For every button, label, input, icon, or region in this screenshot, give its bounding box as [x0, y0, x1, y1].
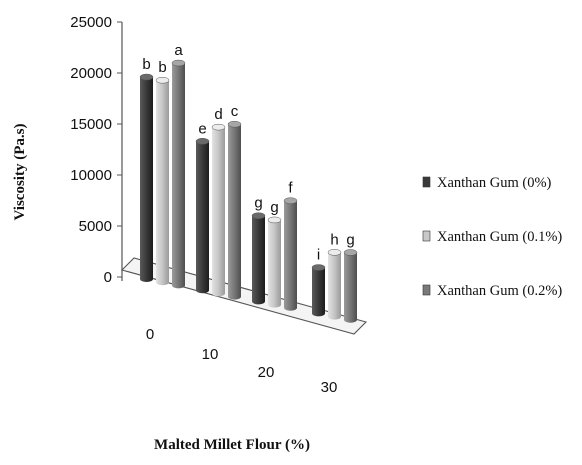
x-category-label: 10	[202, 346, 219, 363]
bar-body	[268, 219, 281, 305]
bar	[195, 138, 210, 294]
significance-letter: g	[270, 199, 278, 216]
bar-top	[211, 123, 226, 131]
bar-bottom	[228, 293, 241, 300]
significance-letter: a	[174, 42, 183, 59]
y-tick-labels: 0 5000 10000 15000 20000 25000	[70, 14, 122, 286]
legend-swatch	[422, 176, 431, 188]
bar-bottom	[212, 290, 225, 297]
bar	[227, 120, 242, 300]
bar-top	[171, 59, 186, 67]
bar-body	[228, 124, 241, 297]
y-tick-label: 0	[104, 269, 112, 286]
bar-top	[343, 249, 358, 256]
significance-letter: e	[198, 120, 206, 137]
bar-top	[251, 212, 266, 219]
bar-top	[283, 197, 298, 204]
x-category-label: 0	[146, 326, 154, 343]
bar	[343, 249, 358, 323]
bar-body	[196, 141, 209, 291]
bar-body	[312, 267, 325, 314]
bar-bottom	[344, 316, 357, 323]
legend-item: Xanthan Gum (0.2%)	[422, 283, 562, 299]
legend-swatch	[422, 284, 431, 296]
bar-bottom	[252, 298, 265, 305]
bar-top	[155, 76, 170, 84]
significance-letter: g	[346, 231, 354, 248]
bar-top	[227, 120, 242, 128]
legend-item: Xanthan Gum (0%)	[422, 175, 552, 191]
bar-body	[156, 80, 169, 283]
bar-bottom	[156, 279, 169, 286]
bar-top	[311, 264, 326, 271]
legend-label: Xanthan Gum (0%)	[437, 175, 552, 191]
legend-item: Xanthan Gum (0.1%)	[422, 229, 562, 245]
x-category-labels: 0 10 20 30	[146, 326, 338, 396]
legend-swatch	[422, 230, 431, 242]
significance-letter: i	[317, 247, 320, 264]
bar-bottom	[172, 282, 185, 289]
y-axis-title: Viscosity (Pa.s)	[12, 124, 28, 221]
x-category-label: 20	[258, 364, 275, 381]
bar-body	[284, 200, 297, 308]
y-tick-label: 10000	[70, 167, 112, 184]
bar-bottom	[328, 313, 341, 320]
bar	[171, 59, 186, 289]
significance-letter: h	[330, 231, 338, 248]
bar-top	[195, 138, 210, 145]
bar	[267, 216, 282, 308]
bar-body	[328, 252, 341, 317]
legend: Xanthan Gum (0%) Xanthan Gum (0.1%) Xantha…	[422, 175, 562, 299]
legend-label: Xanthan Gum (0.1%)	[437, 229, 562, 245]
legend-label: Xanthan Gum (0.2%)	[437, 283, 562, 299]
bar-bottom	[196, 287, 209, 294]
significance-letter: f	[288, 180, 293, 197]
significance-letter: b	[158, 59, 166, 76]
bars	[139, 59, 358, 323]
significance-letter: g	[254, 195, 262, 212]
bar-top	[267, 216, 282, 224]
bar	[283, 197, 298, 311]
bar	[251, 212, 266, 305]
bar-top	[327, 249, 342, 256]
y-tick-label: 5000	[79, 218, 112, 235]
bar	[311, 264, 326, 317]
bar-bottom	[284, 304, 297, 311]
x-category-label: 30	[321, 379, 338, 396]
bar	[139, 73, 154, 282]
bar-body	[344, 252, 357, 320]
significance-letter: c	[231, 103, 239, 120]
bar	[211, 123, 226, 297]
y-tick-label: 20000	[70, 65, 112, 82]
bar-bottom	[268, 301, 281, 308]
bar-body	[212, 127, 225, 294]
bar	[155, 76, 170, 286]
bar-bottom	[140, 276, 153, 282]
bar-body	[252, 215, 265, 302]
bar-top	[139, 73, 154, 81]
bar-body	[172, 63, 185, 286]
bar-body	[140, 77, 153, 279]
bar	[327, 249, 342, 320]
y-tick-label: 15000	[70, 116, 112, 133]
bar-bottom	[312, 310, 325, 317]
significance-letter: b	[142, 56, 150, 73]
y-tick-label: 25000	[70, 14, 112, 31]
x-axis-title: Malted Millet Flour (%)	[154, 437, 310, 453]
significance-letter: d	[214, 106, 222, 123]
